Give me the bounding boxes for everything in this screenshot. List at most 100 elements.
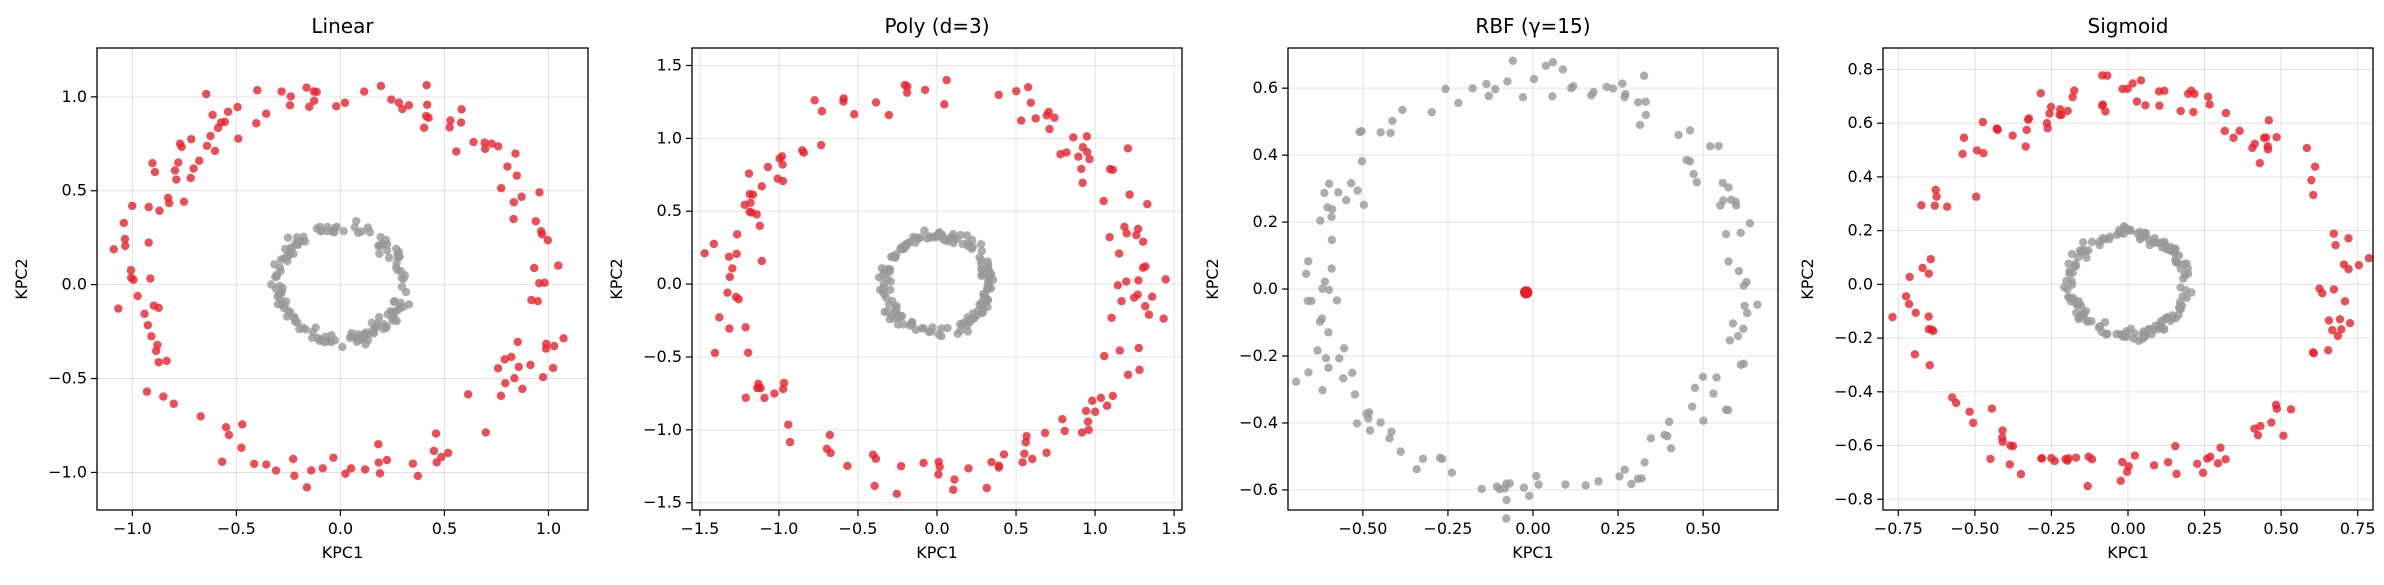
data-point	[538, 373, 548, 382]
data-point	[1635, 120, 1645, 130]
data-point	[1447, 468, 1457, 477]
data-point	[330, 336, 340, 345]
data-point	[1396, 447, 1405, 456]
panel-title: Sigmoid	[2088, 14, 2169, 38]
data-point	[527, 295, 536, 305]
data-point	[2151, 321, 2160, 330]
data-point	[2024, 114, 2034, 123]
y-tick-label: −0.5	[48, 369, 87, 388]
data-point	[408, 459, 418, 468]
data-point	[2182, 293, 2191, 303]
data-point	[2136, 76, 2146, 85]
data-point	[175, 139, 185, 148]
data-point	[1120, 222, 1129, 231]
data-point	[457, 105, 466, 114]
data-point	[994, 461, 1004, 470]
data-point	[2087, 317, 2096, 326]
data-point	[2171, 258, 2181, 267]
data-point	[159, 392, 168, 401]
data-point	[153, 340, 162, 350]
data-point	[745, 189, 755, 199]
data-point	[2279, 431, 2288, 440]
data-point	[2235, 126, 2244, 136]
data-point	[285, 101, 295, 110]
data-point	[953, 329, 962, 338]
data-point	[307, 466, 316, 475]
y-tick-label: −0.4	[1239, 413, 1278, 432]
data-point	[285, 250, 294, 259]
data-point	[1107, 313, 1116, 322]
axes-frame	[96, 47, 589, 511]
series-1	[2060, 222, 2196, 346]
data-point	[1491, 84, 1500, 94]
data-point	[875, 285, 885, 295]
data-point	[709, 239, 719, 249]
data-point	[1718, 178, 1727, 188]
data-point	[1706, 142, 1715, 151]
data-point	[1739, 324, 1748, 333]
data-point	[206, 131, 215, 141]
data-point	[950, 475, 959, 484]
data-point	[445, 123, 454, 132]
data-point	[2083, 481, 2092, 491]
data-point	[1135, 365, 1144, 375]
y-tick-label: 1.0	[657, 128, 682, 147]
data-point	[309, 87, 319, 96]
data-point	[1685, 126, 1695, 135]
data-point	[496, 391, 506, 400]
data-point	[1346, 179, 1356, 188]
data-point	[883, 275, 892, 284]
data-point	[480, 138, 489, 147]
data-point	[1689, 169, 1698, 179]
data-point	[512, 171, 522, 180]
data-point	[2255, 158, 2264, 168]
y-tick-label: 0.0	[62, 275, 87, 294]
data-point	[2021, 142, 2030, 151]
data-point	[288, 454, 298, 464]
data-point	[1709, 389, 1718, 398]
y-tick-label: −0.2	[1239, 346, 1278, 365]
data-point	[360, 465, 370, 474]
y-tick-label: 0.2	[1848, 221, 1873, 240]
data-point	[2123, 84, 2132, 93]
data-point	[2324, 346, 2333, 355]
data-point	[233, 102, 242, 112]
y-tick-label: −1.0	[643, 420, 682, 439]
x-tick-label: 1.0	[536, 519, 561, 538]
data-point	[535, 188, 544, 197]
data-point	[2339, 260, 2349, 269]
data-point	[941, 236, 950, 245]
data-point	[1125, 190, 1134, 199]
data-point	[744, 348, 753, 357]
data-point	[2103, 329, 2112, 338]
data-point	[1161, 275, 1170, 284]
data-point	[144, 238, 153, 247]
data-point	[290, 471, 299, 480]
data-point	[1313, 346, 1322, 355]
data-point	[1620, 465, 1629, 474]
data-point	[1930, 201, 1939, 210]
data-point	[1023, 82, 1033, 92]
data-point	[2087, 455, 2097, 464]
data-point	[2335, 315, 2345, 324]
data-point	[2072, 308, 2081, 317]
data-point	[1508, 56, 1518, 65]
data-point	[1640, 458, 1649, 467]
data-point	[208, 110, 217, 120]
data-point	[757, 182, 766, 191]
data-point	[1021, 438, 1030, 447]
data-point	[340, 98, 350, 107]
data-point	[1042, 111, 1051, 120]
panel-title: RBF (γ=15)	[1475, 14, 1590, 38]
data-point	[401, 287, 411, 297]
data-point	[1731, 197, 1740, 206]
series-1	[874, 226, 998, 341]
data-point	[2074, 252, 2083, 262]
data-point	[2141, 101, 2150, 110]
data-point	[128, 201, 137, 211]
data-point	[1477, 484, 1486, 494]
data-point	[443, 448, 453, 458]
data-point	[1114, 249, 1124, 258]
data-point	[2078, 238, 2088, 247]
data-point	[249, 459, 259, 469]
